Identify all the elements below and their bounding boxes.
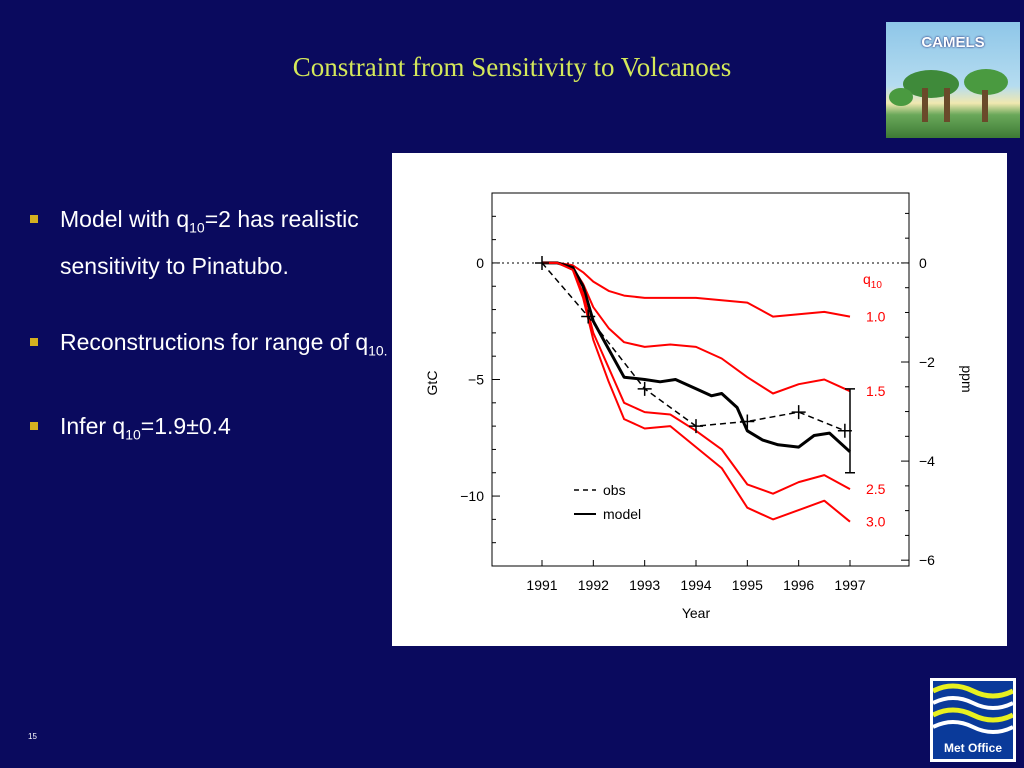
x-axis-label: Year — [682, 605, 711, 621]
y2-axis-label: ppm — [959, 365, 975, 392]
obs-point — [581, 309, 596, 324]
wave-logo-icon — [933, 683, 1013, 734]
plot-frame — [491, 192, 910, 567]
x-tick-label: 1994 — [680, 577, 711, 593]
bullet-item: Model with q10=2 has realistic sensitivi… — [30, 200, 400, 285]
y-axis-label: GtC — [424, 371, 440, 396]
x-tick-label: 1991 — [526, 577, 557, 593]
obs-point — [637, 381, 652, 396]
chart-panel: 0 −5 −10 0 −2 −4 −6 1991 1992 1993 1994 1995 1996 199… — [392, 153, 1007, 646]
carbon-response-chart: 0 −5 −10 0 −2 −4 −6 1991 1992 1993 1994 1995 1996 199… — [424, 192, 975, 621]
series-line-q10-1.5 — [542, 261, 851, 395]
series-line-q10-1.0 — [542, 261, 851, 318]
camels-logo-image: CAMELS — [886, 22, 1020, 138]
x-tick-label: 1993 — [629, 577, 660, 593]
series-line-model — [542, 261, 852, 453]
y2-tick-label: −2 — [919, 354, 935, 370]
camel-tree-illustration — [889, 69, 1008, 122]
obs-point — [791, 405, 806, 420]
y-tick-label: −5 — [468, 372, 484, 388]
series-label: 1.0 — [866, 309, 886, 325]
q10-legend-title: q10 — [863, 271, 882, 291]
y2-tick-label: 0 — [919, 255, 927, 271]
slide-title: Constraint from Sensitivity to Volcanoes — [292, 52, 732, 82]
series-label: 3.0 — [866, 514, 886, 530]
obs-point — [535, 255, 549, 270]
bullet-marker — [30, 215, 38, 223]
met-office-label: Met Office — [943, 741, 1002, 755]
page-number: 15 — [28, 732, 37, 741]
series-line-q10-3.0 — [542, 261, 851, 523]
legend-model-label: model — [603, 506, 641, 522]
x-tick-label: 1992 — [578, 577, 609, 593]
x-tick-label: 1995 — [732, 577, 763, 593]
series-label: 2.5 — [866, 481, 886, 497]
obs-error-bar — [845, 388, 855, 474]
x-tick-label: 1996 — [783, 577, 814, 593]
x-tick-label: 1997 — [834, 577, 865, 593]
bullet-marker — [30, 337, 38, 346]
legend-obs-label: obs — [603, 482, 626, 498]
y-tick-label: 0 — [476, 255, 484, 271]
camels-label: CAMELS — [921, 34, 985, 51]
series-label: 1.5 — [866, 383, 886, 399]
y2-tick-label: −6 — [919, 552, 935, 568]
y-tick-label: −10 — [460, 488, 484, 504]
met-office-logo: Met Office — [930, 678, 1016, 762]
bullet-list: Model with q10=2 has realistic sensitivi… — [30, 200, 400, 492]
bullet-item: Reconstructions for range of q10. — [30, 323, 400, 370]
bullet-marker — [30, 422, 38, 431]
obs-point — [689, 419, 703, 434]
obs-point — [740, 414, 755, 429]
bullet-item: Infer q10=1.9±0.4 — [30, 407, 400, 454]
y2-tick-label: −4 — [919, 453, 935, 469]
